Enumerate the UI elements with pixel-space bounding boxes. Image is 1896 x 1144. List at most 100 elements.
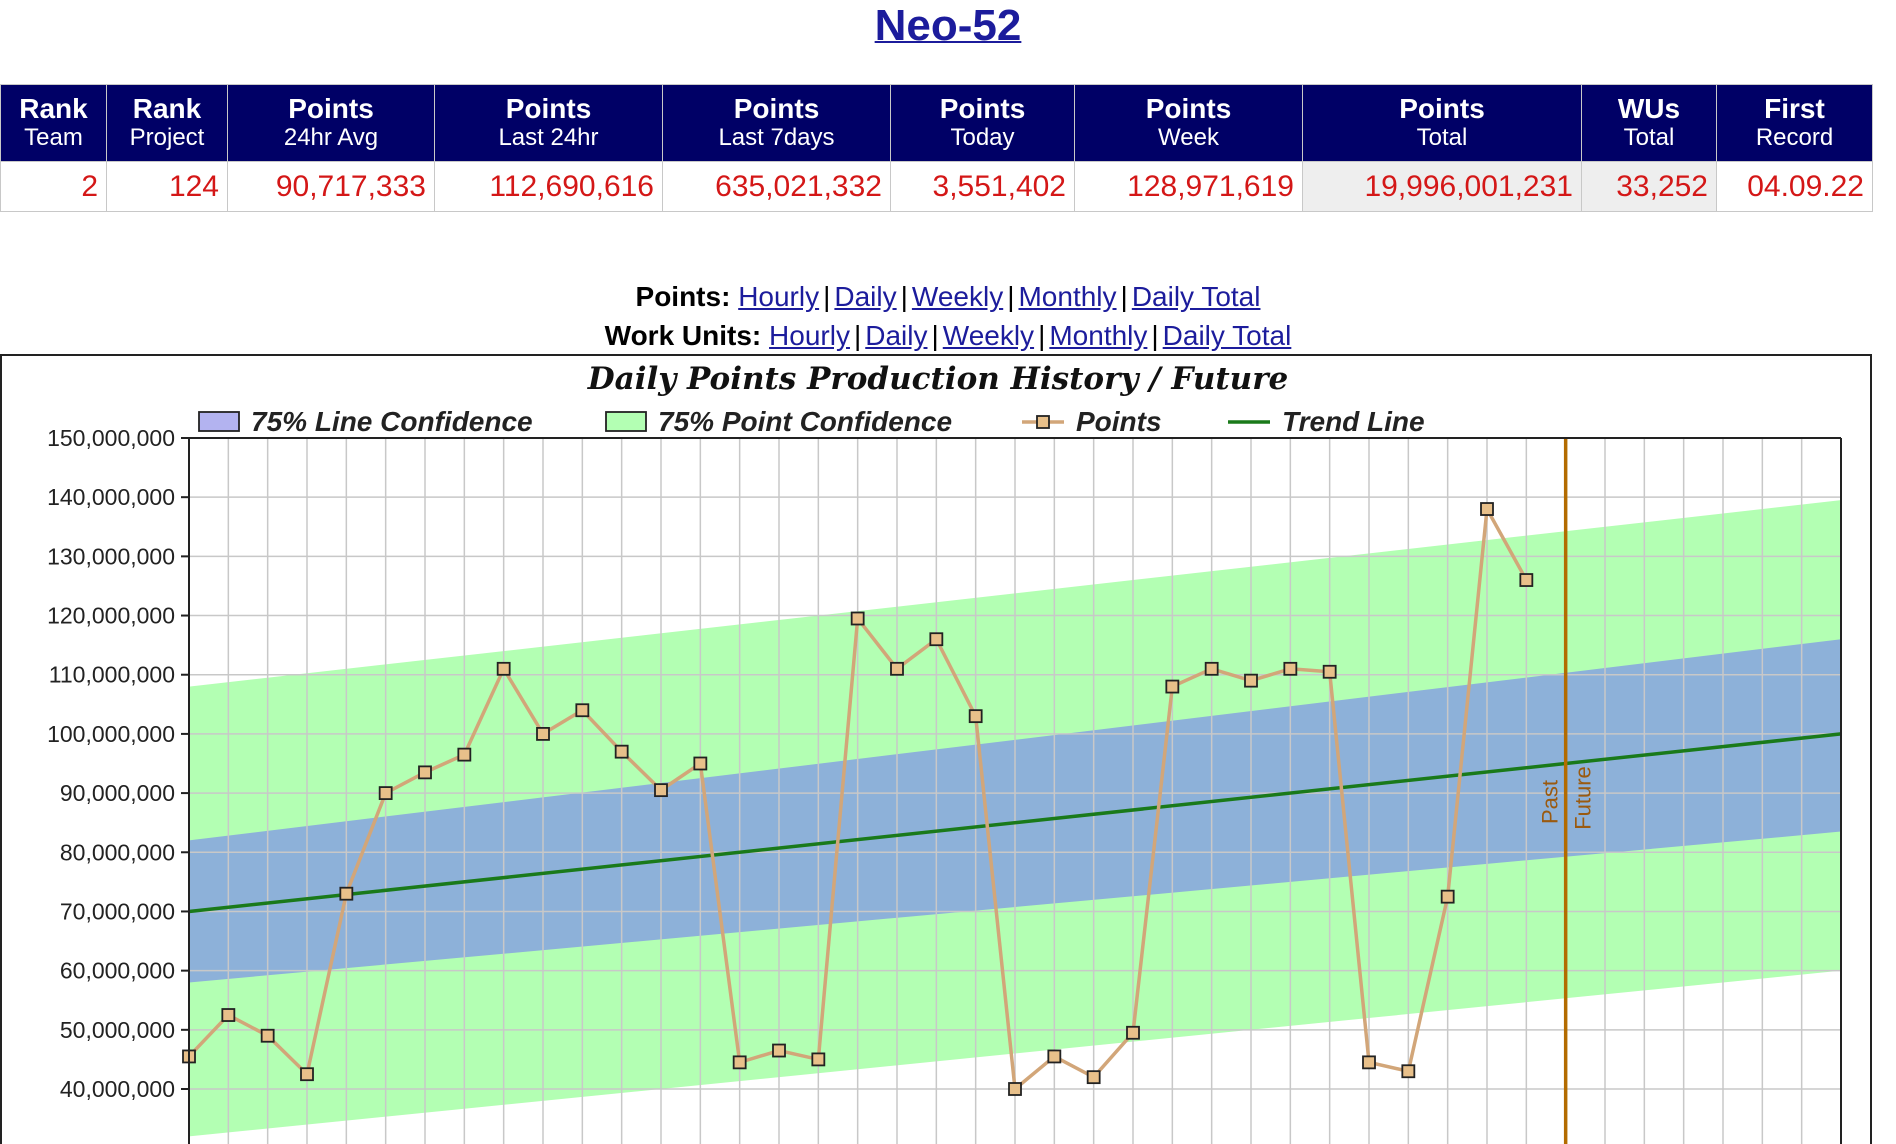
legend-swatch-marker	[1036, 415, 1050, 429]
points-marker	[1086, 1070, 1101, 1085]
legend-point-confidence: 75% Point Confidence	[605, 406, 952, 437]
col-label: Rank	[19, 93, 88, 124]
legend-label: Points	[1076, 406, 1162, 437]
col-rank-team: Rank Team	[0, 84, 107, 162]
points-hourly-link[interactable]: Hourly	[738, 281, 820, 312]
wus-total-value: 33,252	[1581, 161, 1717, 212]
separator: |	[1120, 281, 1128, 312]
points-marker	[418, 765, 432, 780]
points-marker	[614, 744, 629, 759]
col-wus-total: WUs Total	[1581, 84, 1717, 162]
col-sublabel: Team	[24, 124, 83, 151]
points-marker	[1047, 1049, 1062, 1064]
points-marker	[1322, 664, 1337, 679]
y-axis: 150,000,000 140,000,000 130,000,000 120,000…	[47, 425, 189, 1102]
future-label: Future	[1571, 766, 1596, 830]
wu-daily-total-link[interactable]: Daily Total	[1162, 320, 1292, 351]
col-label: Points	[288, 93, 374, 124]
points-marker	[811, 1052, 826, 1067]
past-label: Past	[1538, 780, 1563, 824]
points-daily-link[interactable]: Daily	[834, 281, 897, 312]
points-marker	[1244, 673, 1258, 688]
y-tick-label: 130,000,000	[47, 543, 175, 569]
separator: |	[1151, 320, 1159, 351]
y-tick-label: 50,000,000	[60, 1017, 175, 1043]
rank-project-value: 124	[106, 161, 228, 212]
legend-label: Trend Line	[1282, 406, 1425, 437]
points-last-24hr-value: 112,690,616	[434, 161, 663, 212]
points-marker	[300, 1067, 314, 1082]
points-24hr-avg-value: 90,717,333	[227, 161, 435, 212]
chart-frame: Daily Points Production History / Future…	[0, 354, 1872, 1144]
first-record-value: 04.09.22	[1716, 161, 1873, 212]
legend-points: Points	[1022, 406, 1162, 437]
col-sublabel: Project	[129, 124, 205, 151]
points-marker	[496, 661, 511, 676]
points-marker	[1126, 1025, 1140, 1040]
separator: |	[931, 320, 939, 351]
col-label: Points	[1145, 93, 1232, 124]
points-marker	[1440, 889, 1455, 904]
points-marker	[693, 756, 708, 771]
points-monthly-link[interactable]: Monthly	[1018, 281, 1117, 312]
points-marker	[221, 1008, 236, 1022]
stats-header-row: Rank Team Rank Project Points 24hr Avg Poin…	[0, 84, 1873, 162]
points-marker	[378, 786, 393, 800]
wu-daily-link[interactable]: Daily	[865, 320, 928, 351]
col-sublabel: Today	[950, 124, 1015, 151]
col-label: First	[1764, 93, 1825, 124]
points-marker	[890, 661, 904, 676]
stats-table: Rank Team Rank Project Points 24hr Avg Poin…	[0, 84, 1873, 212]
col-sublabel: Record	[1755, 124, 1834, 151]
col-points-last-24hr: Points Last 24hr	[434, 84, 663, 162]
points-marker	[339, 886, 354, 901]
legend-line-confidence: 75% Line Confidence	[198, 406, 533, 437]
col-sublabel: Last 24hr	[498, 124, 599, 151]
points-today-value: 3,551,402	[890, 161, 1075, 212]
wu-monthly-link[interactable]: Monthly	[1049, 320, 1148, 351]
points-daily-total-link[interactable]: Daily Total	[1131, 281, 1261, 312]
points-marker	[260, 1028, 275, 1043]
col-points-total: Points Total	[1302, 84, 1582, 162]
points-marker	[929, 632, 944, 647]
legend-label: 75% Line Confidence	[251, 406, 533, 437]
col-label: WUs	[1617, 93, 1681, 124]
y-tick-label: 110,000,000	[49, 662, 175, 688]
chart-title: Daily Points Production History / Future	[587, 361, 1289, 397]
points-marker	[1519, 573, 1534, 587]
col-label: Rank	[132, 93, 202, 124]
points-marker	[457, 747, 472, 762]
points-marker	[1283, 661, 1298, 676]
page-title: Neo-52	[0, 0, 1896, 52]
col-points-last-7days: Points Last 7days	[662, 84, 891, 162]
work-units-nav: Work Units: Hourly | Daily | Weekly | Monthly |…	[0, 318, 1896, 354]
points-marker	[575, 703, 590, 718]
col-sublabel: 24hr Avg	[283, 124, 379, 151]
y-tick-label: 140,000,000	[47, 484, 175, 510]
wu-hourly-link[interactable]: Hourly	[769, 320, 850, 351]
points-marker	[1401, 1064, 1416, 1079]
points-marker	[968, 709, 983, 724]
legend-swatch	[605, 411, 647, 432]
y-tick-label: 70,000,000	[60, 898, 175, 924]
col-sublabel: Last 7days	[718, 124, 835, 151]
col-label: Points	[733, 93, 820, 124]
col-rank-project: Rank Project	[106, 84, 228, 162]
points-marker	[1362, 1055, 1376, 1070]
y-tick-label: 60,000,000	[60, 958, 175, 984]
separator: |	[1007, 281, 1015, 312]
wu-weekly-link[interactable]: Weekly	[942, 320, 1035, 351]
points-weekly-link[interactable]: Weekly	[911, 281, 1004, 312]
stats-value-row: 2 124 90,717,333 112,690,616 635,021,332…	[0, 161, 1873, 212]
points-marker	[1008, 1082, 1022, 1096]
team-name-link[interactable]: Neo-52	[874, 1, 1022, 50]
points-total-value: 19,996,001,231	[1302, 161, 1582, 212]
legend-swatch	[198, 411, 240, 432]
points-marker	[850, 611, 865, 626]
y-tick-label: 150,000,000	[47, 425, 175, 451]
col-sublabel: Week	[1158, 124, 1219, 151]
points-marker	[654, 783, 668, 798]
daily-points-chart: Daily Points Production History / Future…	[47, 361, 1842, 1144]
y-tick-label: 100,000,000	[47, 721, 175, 747]
col-points-24hr-avg: Points 24hr Avg	[227, 84, 435, 162]
